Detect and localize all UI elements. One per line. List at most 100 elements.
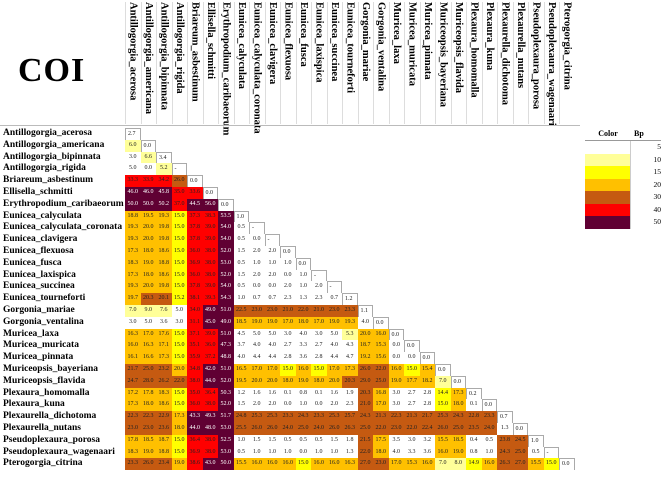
heatmap-cell: 1.0	[249, 446, 265, 459]
heatmap-cell: 53.0	[218, 423, 234, 435]
heatmap-cell: 17.0	[280, 316, 296, 329]
heatmap-cell: 35.1	[187, 340, 203, 353]
column-header: Eunicea_tourneforti	[342, 2, 358, 124]
heatmap-cell: 23.5	[466, 423, 482, 435]
heatmap-cell: 4.7	[342, 352, 358, 364]
diagonal-cell: -	[264, 234, 280, 246]
heatmap-cell: 0.5	[528, 446, 544, 459]
heatmap-cell: 14.4	[435, 387, 451, 400]
heatmap-cell: 23.6	[156, 423, 172, 435]
legend-entry: 50	[585, 216, 661, 229]
heatmap-cell: 18.5	[140, 434, 156, 447]
heatmap-cell: 17.1	[156, 340, 172, 353]
heatmap-cell: 52.0	[218, 269, 234, 282]
heatmap-cell: 39.3	[202, 293, 218, 305]
column-header: Plexaurella_nutans	[512, 2, 529, 124]
heatmap-cell: 38.0	[202, 246, 218, 258]
diagonal-cell: -	[171, 163, 187, 176]
diagonal-cell: 0.0	[388, 328, 404, 341]
heatmap-cell: 45.0	[202, 316, 218, 329]
heatmap-cell: 38.6	[187, 458, 203, 471]
heatmap-cell: 34.2	[156, 175, 172, 187]
heatmap-cell: 5.3	[342, 328, 358, 341]
heatmap-cell: 16.3	[125, 328, 141, 341]
heatmap-cell: 17.0	[373, 399, 389, 412]
heatmap-cell: 18.0	[280, 375, 296, 388]
column-header: Gorgonia_mariae	[357, 2, 374, 124]
row-header: Antillogorgia_bipinnata	[3, 151, 101, 162]
heatmap-cell: 42.0	[202, 364, 218, 376]
heatmap-cell: 1.3	[295, 293, 311, 305]
heatmap-cell: 1.0	[249, 257, 265, 270]
heatmap-cell: 26.0	[435, 423, 451, 435]
heatmap-cell: 43.0	[202, 458, 218, 471]
column-header: Ellisella_schmitti	[202, 2, 219, 124]
heatmap-cell: 2.0	[264, 246, 280, 258]
heatmap-cell: 15.0	[295, 458, 311, 471]
heatmap-cell: 18.3	[156, 387, 172, 400]
diagonal-cell: 0.0	[218, 198, 234, 211]
heatmap-cell: 17.8	[125, 434, 141, 447]
heatmap-cell: 19.0	[249, 316, 265, 329]
heatmap-cell: 19.0	[171, 458, 187, 471]
row-header: Muriceopsis_flavida	[3, 375, 86, 386]
heatmap-cell: 0.5	[233, 222, 249, 235]
heatmap-cell: 15.0	[543, 458, 559, 471]
heatmap-cell: 3.0	[280, 328, 296, 341]
heatmap-cell: 22.3	[388, 411, 404, 423]
heatmap-cell: 26.0	[326, 423, 342, 435]
legend-entry: 5	[585, 141, 661, 154]
heatmap-cell: 1.8	[342, 434, 358, 447]
heatmap-cell: 4.4	[326, 352, 342, 364]
column-header: Muricea_muricata	[404, 2, 420, 124]
heatmap-cell: 19.8	[156, 281, 172, 294]
heatmap-cell: 2.7	[280, 340, 296, 353]
heatmap-cell: 21.3	[404, 411, 420, 423]
heatmap-cell: 50.0	[125, 198, 141, 211]
heatmap-cell: 0.0	[295, 446, 311, 459]
heatmap-cell: 1.5	[233, 269, 249, 282]
heatmap-cell: 19.0	[295, 375, 311, 388]
diagonal-cell: -	[543, 446, 559, 459]
heatmap-cell: 37.8	[187, 234, 203, 246]
heatmap-cell: 2.7	[311, 340, 327, 353]
column-header: Antillogorgia_rigida	[171, 2, 188, 124]
heatmap-cell: 53.0	[218, 257, 234, 270]
legend-entry: 20	[585, 178, 661, 191]
heatmap-cell: 1.6	[264, 387, 280, 400]
diagonal-cell: 0.0	[373, 316, 389, 329]
heatmap-cell: 51.0	[218, 328, 234, 341]
diagonal-cell: 0.0	[404, 340, 420, 353]
heatmap-cell: 22.0	[373, 423, 389, 435]
legend-swatch	[585, 153, 631, 166]
heatmap-cell: 25.3	[264, 411, 280, 423]
heatmap-cell: 4.0	[264, 340, 280, 353]
heatmap-cell: 8.0	[450, 458, 466, 471]
heatmap-cell: 1.0	[264, 446, 280, 459]
heatmap-cell: 2.0	[249, 399, 265, 412]
diagonal-cell: -	[326, 281, 342, 294]
heatmap-cell: 19.2	[357, 352, 373, 364]
heatmap-cell: 19.3	[125, 234, 141, 246]
heatmap-cell: 17.3	[156, 352, 172, 364]
heatmap-cell: 5.0	[140, 316, 156, 329]
heatmap-cell: 54.0	[218, 234, 234, 246]
heatmap-cell: 44.0	[187, 423, 203, 435]
column-header: Eunicea_laxispica	[311, 2, 327, 124]
row-header: Ellisella_schmitti	[3, 187, 73, 197]
heatmap-cell: 7.0	[125, 305, 141, 317]
heatmap-cell: 4.0	[388, 446, 404, 459]
heatmap-cell: 3.0	[171, 316, 187, 329]
heatmap-cell: 0.0	[311, 399, 327, 412]
legend-color-header: Color	[598, 129, 618, 138]
diagonal-cell: 0.0	[187, 175, 203, 187]
heatmap-cell: 1.5	[249, 434, 265, 447]
heatmap-cell: 25.3	[249, 411, 265, 423]
heatmap-cell: 3.2	[419, 434, 435, 447]
row-header: Eunicea_calyculata_coronata	[3, 222, 123, 233]
heatmap-cell: 19.3	[125, 222, 141, 235]
diagonal-cell: 3.4	[156, 151, 172, 164]
heatmap-cell: 20.3	[357, 387, 373, 400]
heatmap-cell: 2.0	[264, 399, 280, 412]
row-header: Eunicea_fusca	[3, 257, 62, 268]
